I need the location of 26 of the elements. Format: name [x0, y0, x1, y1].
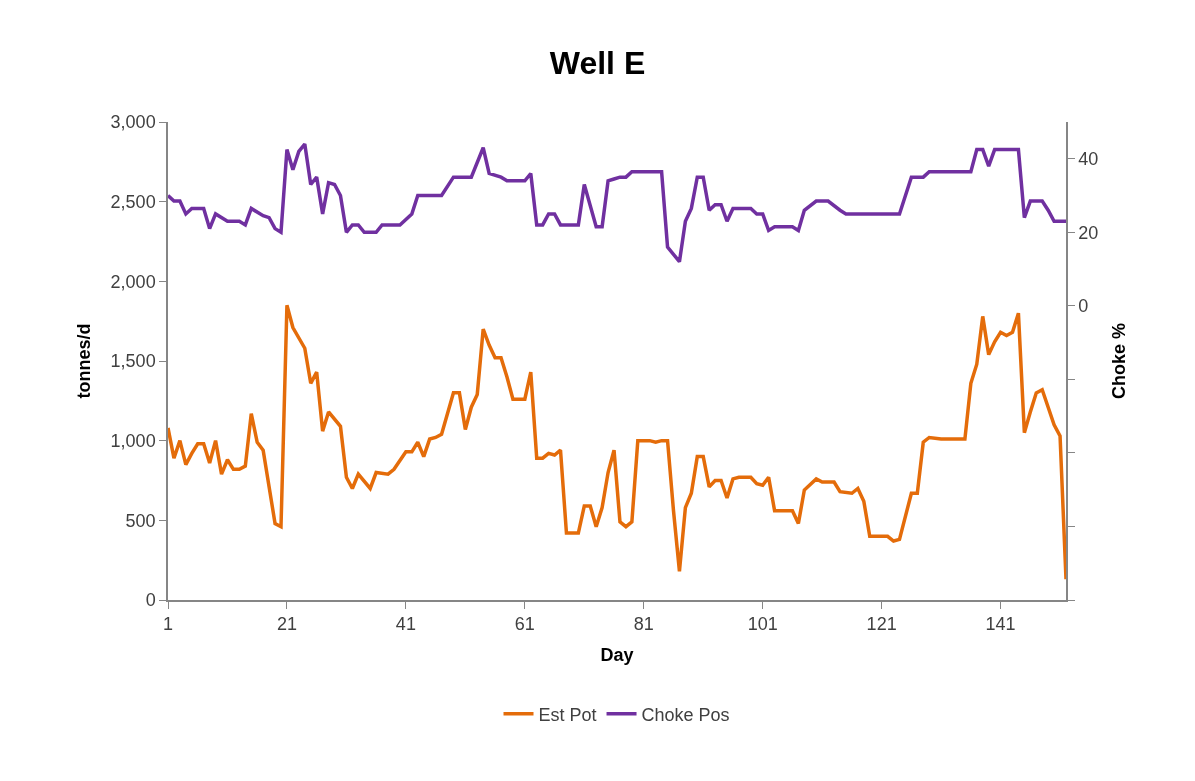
y2-axis-title: Choke %	[1108, 322, 1129, 400]
x-tick-label: 41	[395, 614, 416, 635]
y-tick-label: 1,000	[110, 430, 156, 451]
legend-label: Est Pot	[538, 704, 597, 725]
y-tick-label: 1,500	[110, 351, 156, 372]
chart-title: Well E	[549, 44, 646, 81]
y-tick-label: 2,000	[110, 271, 156, 292]
line-series	[168, 142, 1066, 264]
x-tick-label: 121	[866, 614, 897, 635]
x-axis-title: Day	[600, 644, 634, 665]
y-tick-label: 3,000	[110, 112, 156, 133]
x-tick-label: 1	[162, 614, 174, 635]
y-tick-label: 0	[145, 590, 156, 611]
y2-tick-label: 40	[1078, 149, 1099, 170]
legend-label: Choke Pos	[641, 704, 730, 725]
y-tick-label: 2,500	[110, 191, 156, 212]
x-tick-label: 21	[276, 614, 297, 635]
x-tick-label: 61	[514, 614, 535, 635]
x-tick-label: 81	[633, 614, 654, 635]
x-tick-label: 101	[747, 614, 778, 635]
y-tick-label: 500	[125, 510, 156, 531]
y-axis-title: tonnes/d	[74, 323, 95, 399]
x-tick-label: 141	[985, 614, 1016, 635]
line-series	[168, 303, 1066, 582]
y2-tick-label: 20	[1078, 222, 1099, 243]
y2-tick-label: 0	[1078, 296, 1089, 317]
